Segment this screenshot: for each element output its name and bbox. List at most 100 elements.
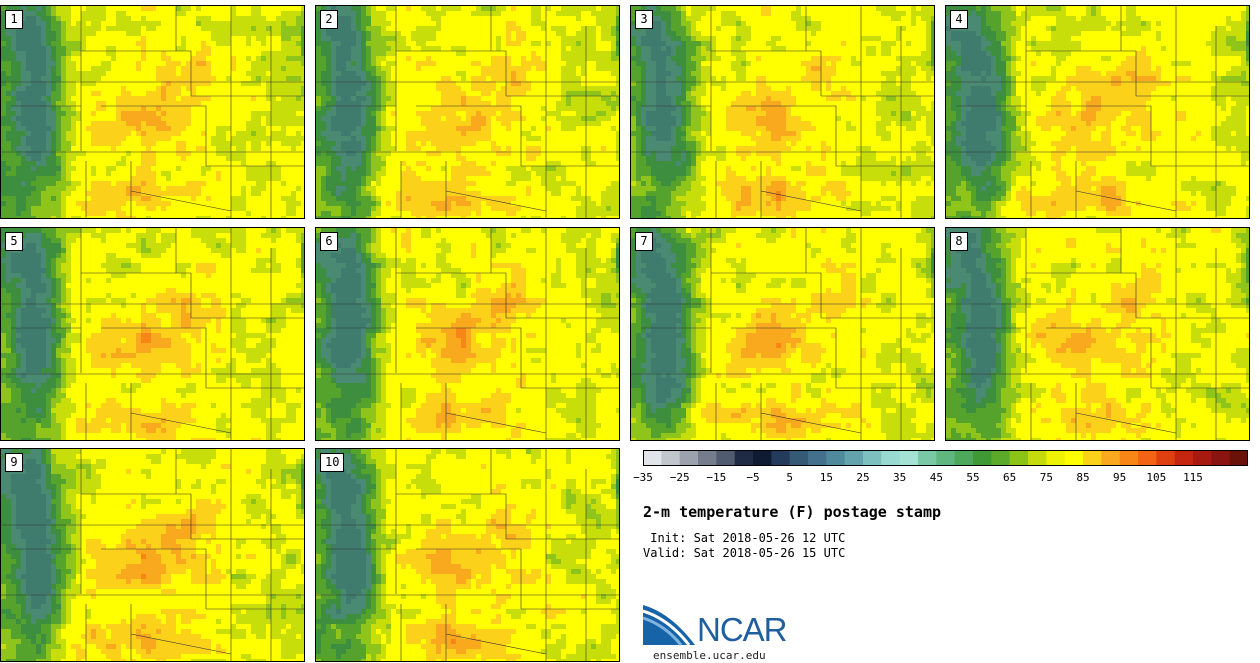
temperature-map <box>316 228 619 440</box>
member-panel: 8 <box>945 227 1250 441</box>
init-time: Init: Sat 2018-05-26 12 UTC <box>643 531 845 545</box>
colorbar-swatch <box>1028 450 1047 466</box>
state-boundary <box>130 633 232 655</box>
colorbar-swatch <box>698 450 717 466</box>
colorbar-tick-label: −35 <box>633 471 653 484</box>
state-boundary <box>416 105 522 166</box>
member-panel: 7 <box>630 227 935 441</box>
state-boundary <box>760 190 862 212</box>
member-label: 3 <box>635 10 653 29</box>
state-boundary <box>101 105 207 166</box>
colorbar-swatch <box>844 450 864 466</box>
member-label: 9 <box>5 453 23 472</box>
colorbar-swatch <box>899 450 919 466</box>
colorbar-swatch <box>789 450 809 466</box>
colorbar-swatch <box>1083 450 1102 466</box>
colorbar-tick-label: 55 <box>966 471 979 484</box>
state-boundary <box>101 548 207 609</box>
colorbar-tick-label: 15 <box>820 471 833 484</box>
colorbar-swatch <box>753 450 772 466</box>
colorbar-swatch <box>973 450 992 466</box>
logo-name: NCAR <box>697 613 788 646</box>
state-boundary <box>445 633 547 655</box>
logo-url: ensemble.ucar.edu <box>653 649 766 662</box>
state-boundary <box>416 327 522 388</box>
state-boundary <box>396 493 507 539</box>
colorbar-border <box>643 450 1248 466</box>
member-panel: 10 <box>315 448 620 662</box>
temperature-map <box>316 449 619 661</box>
state-boundary <box>760 412 862 434</box>
state-boundary <box>1075 412 1177 434</box>
colorbar-swatch <box>1046 450 1066 466</box>
state-boundary <box>1026 50 1137 96</box>
colorbar-swatch <box>881 450 901 466</box>
temperature-map <box>631 6 934 218</box>
state-boundary <box>711 272 822 318</box>
colorbar-swatch <box>661 450 681 466</box>
chart-title: 2-m temperature (F) postage stamp <box>643 503 941 521</box>
colorbar-swatch <box>716 450 736 466</box>
colorbar-swatch <box>643 450 662 466</box>
temperature-map <box>1 449 304 661</box>
member-panel: 6 <box>315 227 620 441</box>
colorbar-tick-label: 75 <box>1040 471 1053 484</box>
state-boundary <box>1046 327 1152 388</box>
colorbar-swatch <box>734 450 754 466</box>
colorbar-tick-label: −25 <box>670 471 690 484</box>
colorbar-tick-label: 45 <box>930 471 943 484</box>
colorbar-swatch <box>1193 450 1212 466</box>
state-boundary <box>731 327 837 388</box>
colorbar-tick-label: 85 <box>1076 471 1089 484</box>
state-boundary <box>711 50 822 96</box>
member-label: 6 <box>320 232 338 251</box>
state-boundary <box>731 105 837 166</box>
colorbar-swatch <box>936 450 956 466</box>
colorbar-swatch <box>771 450 791 466</box>
colorbar-swatch <box>826 450 846 466</box>
state-boundary <box>81 272 192 318</box>
member-label: 5 <box>5 232 23 251</box>
state-boundary <box>81 50 192 96</box>
state-boundary <box>130 412 232 434</box>
member-label: 1 <box>5 10 23 29</box>
state-boundary <box>81 493 192 539</box>
state-boundary <box>445 190 547 212</box>
colorbar-tick-label: 5 <box>786 471 793 484</box>
colorbar <box>643 450 1248 466</box>
state-boundary <box>416 548 522 609</box>
state-boundary <box>1026 272 1137 318</box>
temperature-map <box>1 6 304 218</box>
temperature-map <box>946 228 1249 440</box>
member-label: 10 <box>320 453 345 472</box>
colorbar-swatch <box>991 450 1011 466</box>
colorbar-swatch <box>1156 450 1176 466</box>
colorbar-tick-label: 65 <box>1003 471 1016 484</box>
colorbar-tick-label: 25 <box>856 471 869 484</box>
colorbar-swatch <box>1101 450 1121 466</box>
colorbar-swatch <box>1229 450 1248 466</box>
colorbar-tick-label: −5 <box>746 471 759 484</box>
colorbar-tick-label: 105 <box>1146 471 1166 484</box>
state-boundary <box>1075 190 1177 212</box>
state-boundary <box>101 327 207 388</box>
state-boundary <box>130 190 232 212</box>
colorbar-swatch <box>1138 450 1157 466</box>
ncar-logo-icon <box>643 605 695 646</box>
colorbar-swatch <box>863 450 882 466</box>
member-label: 4 <box>950 10 968 29</box>
member-panel: 4 <box>945 5 1250 219</box>
colorbar-tick-label: 115 <box>1183 471 1203 484</box>
colorbar-swatch <box>954 450 974 466</box>
state-boundary <box>396 272 507 318</box>
colorbar-swatch <box>1064 450 1084 466</box>
temperature-map <box>631 228 934 440</box>
member-panel: 3 <box>630 5 935 219</box>
colorbar-swatch <box>918 450 937 466</box>
state-boundary <box>1046 105 1152 166</box>
colorbar-swatch <box>1119 450 1139 466</box>
colorbar-swatch <box>679 450 699 466</box>
colorbar-swatch <box>1211 450 1231 466</box>
colorbar-tick-label: 35 <box>893 471 906 484</box>
temperature-map <box>316 6 619 218</box>
